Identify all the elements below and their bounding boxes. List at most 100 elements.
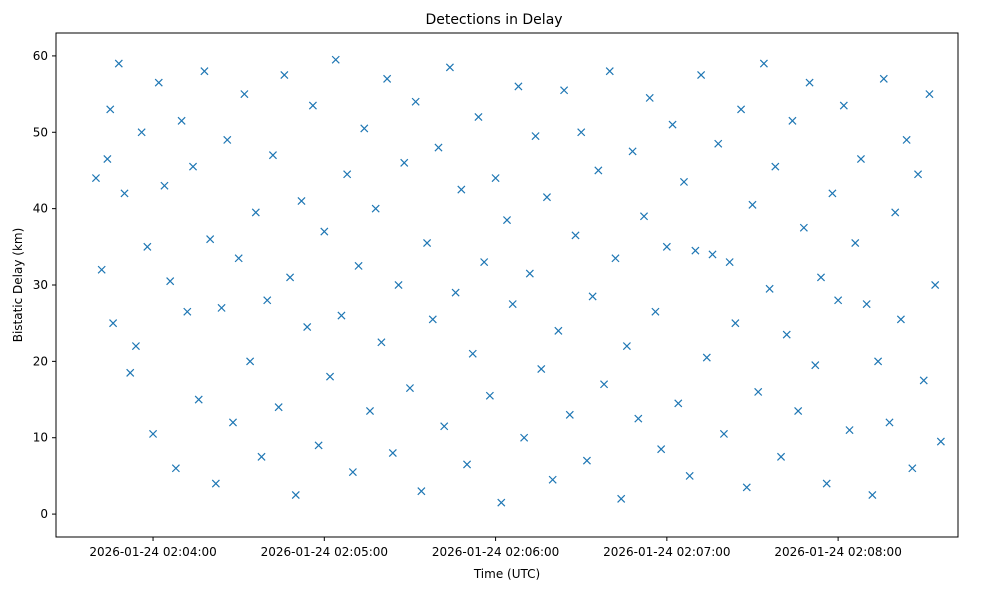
- data-point: [405, 384, 414, 393]
- data-point: [251, 208, 260, 217]
- data-point: [577, 128, 586, 137]
- data-point: [228, 418, 237, 427]
- data-point: [308, 101, 317, 110]
- data-point: [103, 154, 112, 164]
- data-point: [914, 170, 923, 179]
- data-point: [816, 273, 826, 282]
- data-point: [902, 135, 911, 144]
- y-axis-label: Bistatic Delay (km): [11, 228, 25, 343]
- data-point: [537, 364, 546, 374]
- x-tick-label: 2026-01-24 02:05:00: [261, 545, 388, 559]
- data-point: [177, 116, 186, 125]
- data-point: [828, 189, 837, 198]
- data-point: [874, 357, 883, 366]
- data-point: [428, 315, 437, 324]
- data-point: [126, 368, 135, 377]
- x-tick-label: 2026-01-24 02:08:00: [774, 545, 901, 559]
- data-point: [217, 303, 226, 312]
- data-point: [765, 284, 774, 293]
- data-points: [91, 55, 945, 507]
- data-point: [839, 101, 848, 110]
- data-point: [788, 116, 797, 125]
- data-point: [571, 231, 580, 240]
- data-point: [497, 498, 506, 507]
- data-point: [360, 124, 369, 133]
- data-point: [908, 464, 917, 473]
- data-point: [925, 90, 934, 99]
- data-point: [891, 208, 900, 217]
- data-point: [588, 292, 597, 301]
- data-point: [371, 204, 380, 213]
- data-point: [896, 315, 905, 324]
- data-point: [160, 181, 169, 190]
- data-point: [811, 361, 820, 370]
- data-point: [525, 269, 534, 278]
- data-point: [805, 78, 814, 87]
- data-point: [794, 406, 803, 416]
- data-point: [611, 254, 620, 263]
- data-point: [748, 200, 757, 209]
- data-point: [856, 154, 865, 164]
- data-point: [622, 342, 631, 351]
- data-point: [320, 227, 329, 236]
- data-point: [651, 307, 660, 316]
- y-tick-label: 30: [33, 278, 48, 292]
- data-point: [314, 441, 323, 450]
- data-point: [171, 464, 180, 473]
- y-tick-label: 40: [33, 202, 48, 216]
- data-point: [114, 59, 123, 68]
- data-point: [400, 158, 409, 167]
- y-tick-label: 20: [33, 354, 48, 368]
- data-point: [617, 494, 626, 503]
- data-point: [286, 273, 295, 282]
- data-point: [474, 112, 483, 122]
- data-point: [423, 238, 432, 248]
- data-point: [759, 59, 768, 68]
- data-point: [674, 399, 683, 408]
- data-point: [337, 311, 346, 320]
- data-point: [605, 67, 614, 76]
- data-point: [303, 322, 312, 332]
- plot-area-frame: [55, 32, 959, 538]
- y-axis-ticks: 0 10 20 30 40 50 60: [33, 49, 56, 521]
- data-point: [394, 280, 403, 290]
- data-point: [109, 319, 118, 328]
- data-point: [639, 212, 649, 221]
- data-point: [879, 74, 888, 83]
- data-point: [246, 357, 255, 366]
- data-point: [297, 196, 306, 206]
- data-point: [257, 452, 266, 461]
- data-point: [851, 238, 860, 248]
- data-point: [845, 426, 854, 435]
- data-point: [154, 78, 163, 87]
- data-point: [457, 185, 466, 194]
- data-point: [388, 448, 397, 458]
- data-point: [417, 487, 426, 496]
- data-point: [799, 223, 808, 232]
- data-point: [331, 55, 340, 64]
- data-point: [771, 162, 780, 171]
- data-point: [348, 468, 357, 477]
- data-point: [777, 452, 786, 461]
- x-tick-label: 2026-01-24 02:04:00: [89, 545, 216, 559]
- data-point: [662, 242, 671, 251]
- data-point: [731, 319, 740, 328]
- data-point: [223, 135, 232, 144]
- data-point: [822, 479, 831, 488]
- data-point: [343, 170, 352, 179]
- data-point: [120, 189, 129, 198]
- y-tick-label: 50: [33, 125, 48, 139]
- data-point: [194, 395, 203, 404]
- data-point: [106, 105, 115, 114]
- data-point: [582, 456, 591, 465]
- data-point: [685, 471, 694, 480]
- x-tick-label: 2026-01-24 02:06:00: [432, 545, 559, 559]
- data-point: [468, 349, 477, 358]
- data-point: [725, 258, 734, 267]
- data-point: [434, 143, 443, 152]
- data-point: [554, 326, 563, 335]
- data-point: [149, 429, 158, 438]
- data-point: [200, 67, 209, 76]
- data-point: [137, 128, 146, 137]
